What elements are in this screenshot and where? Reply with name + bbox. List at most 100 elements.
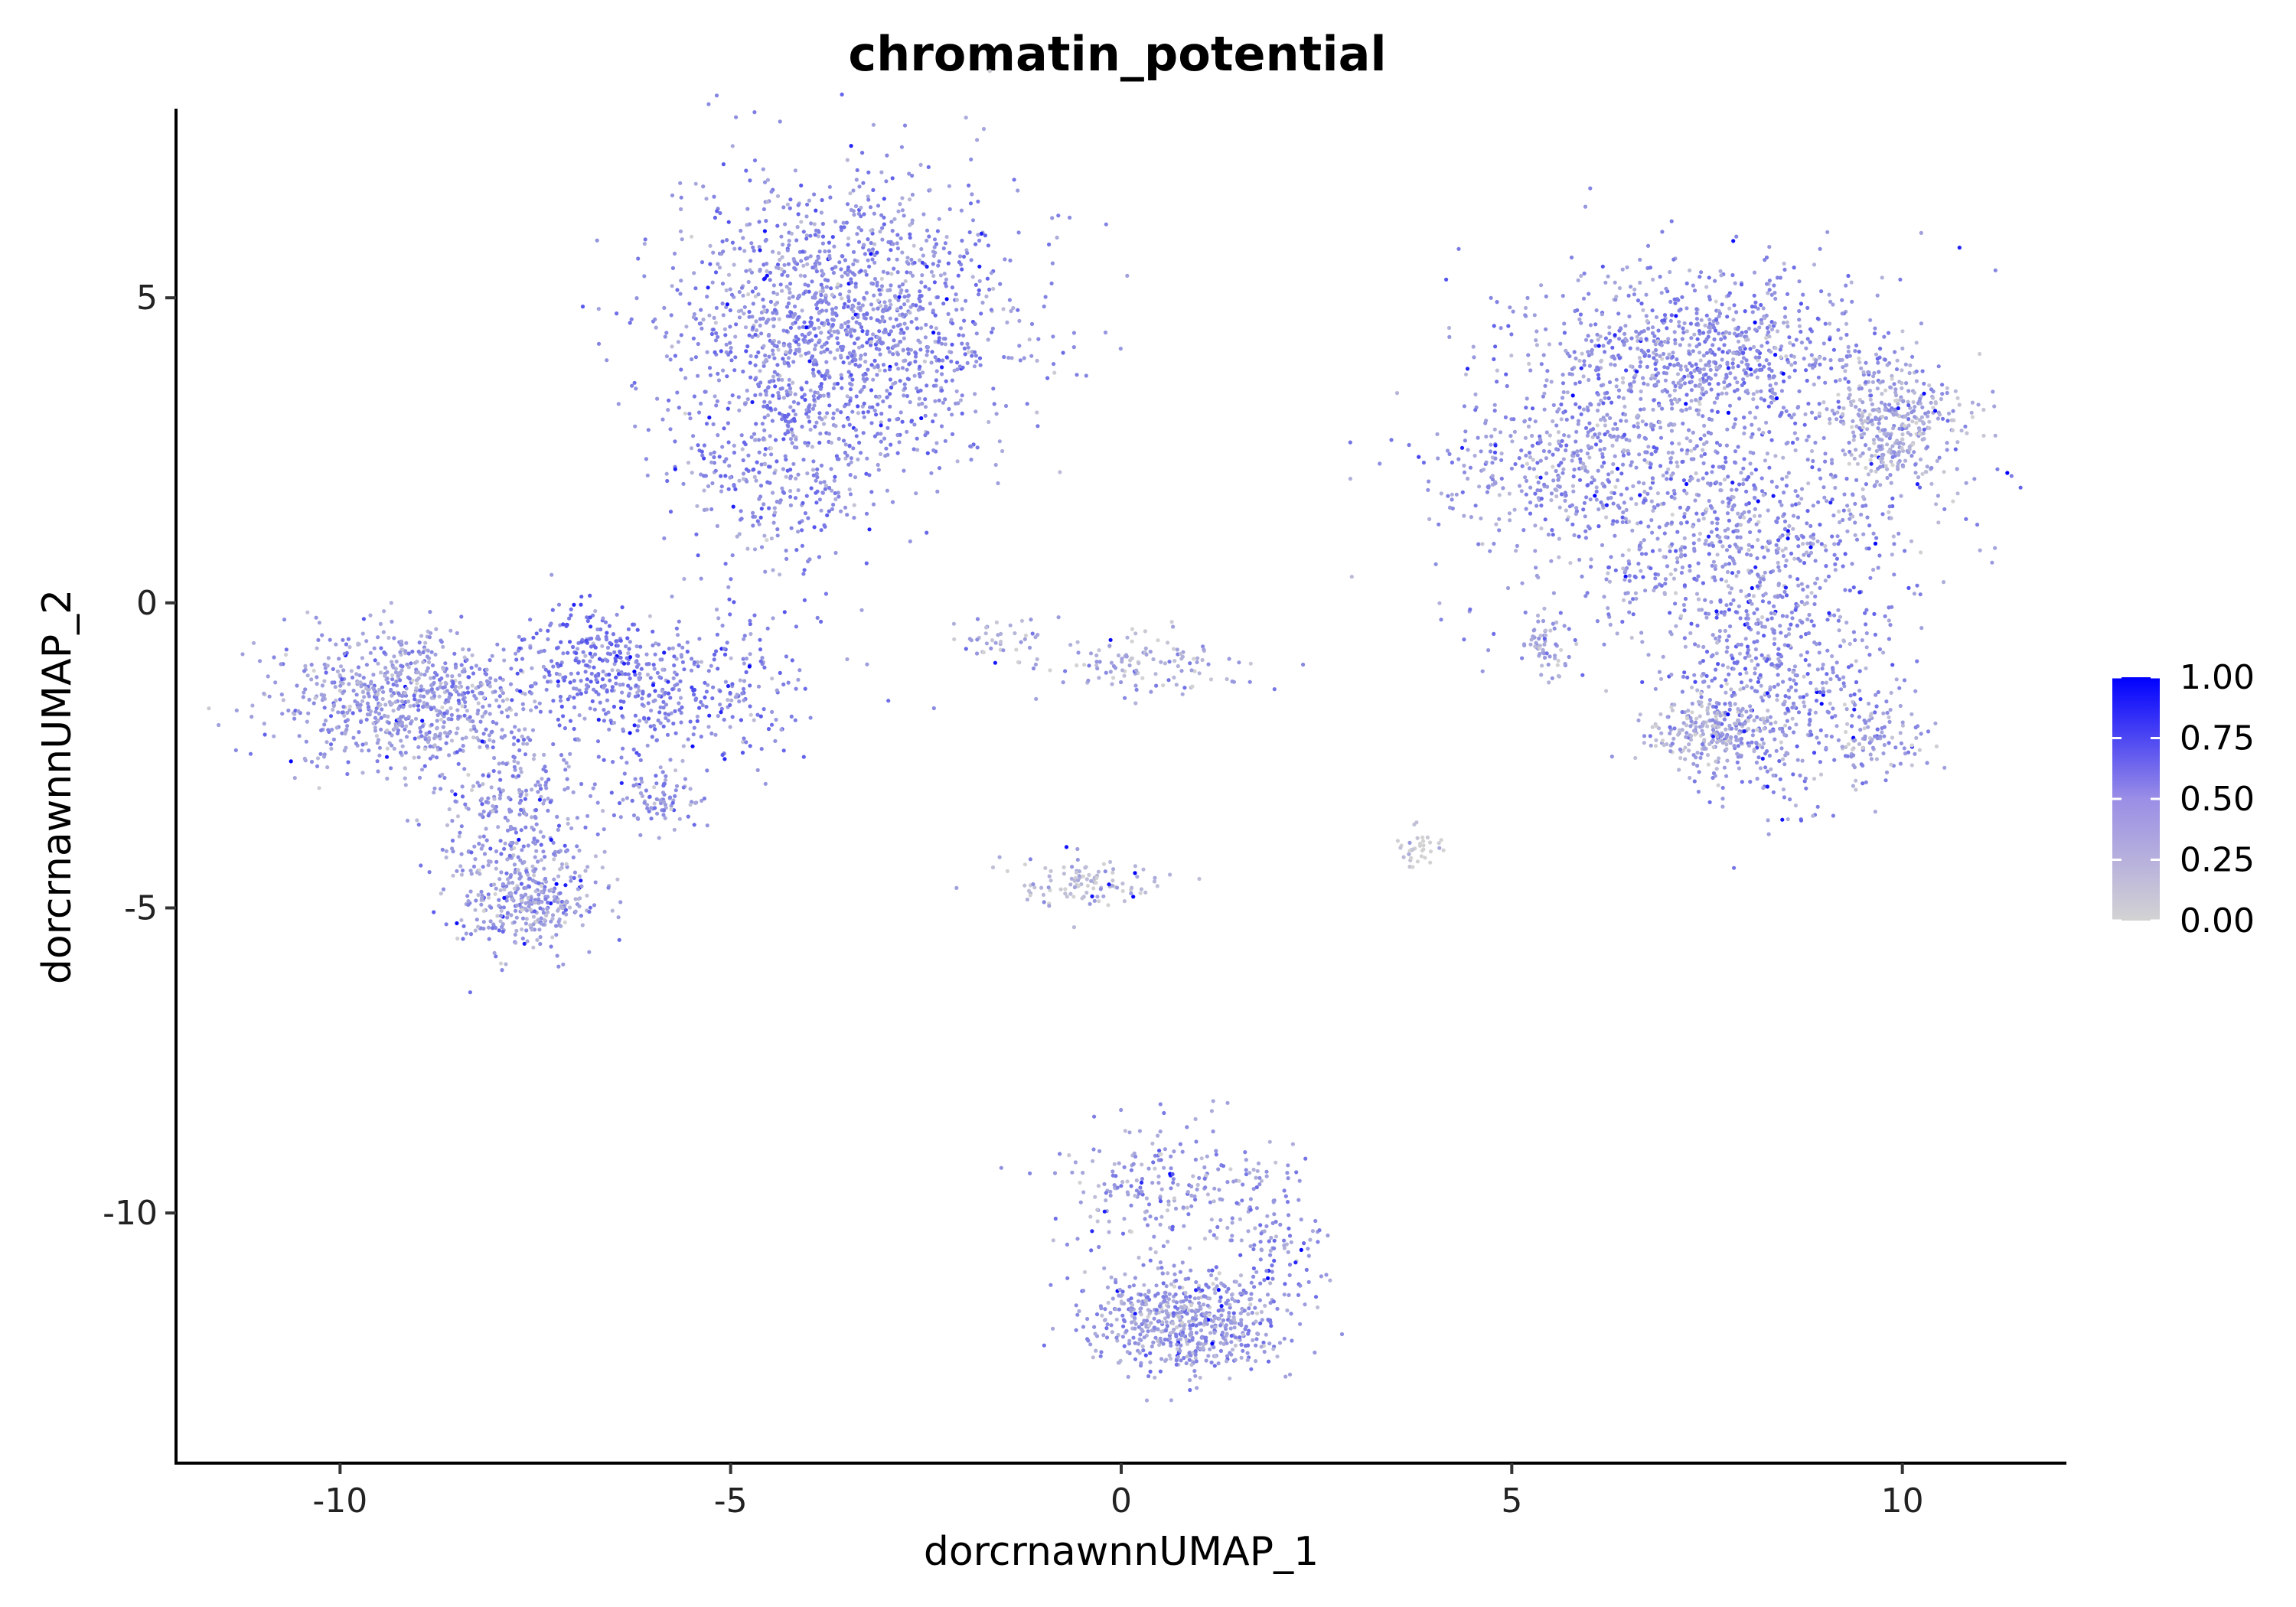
scatter-point: [544, 780, 549, 784]
scatter-point: [1797, 389, 1802, 393]
scatter-point: [453, 799, 458, 804]
scatter-point: [762, 308, 767, 313]
scatter-point: [690, 357, 694, 362]
scatter-point: [748, 354, 753, 358]
scatter-point: [974, 242, 978, 246]
scatter-point: [482, 852, 488, 856]
scatter-point: [679, 279, 683, 283]
scatter-point: [396, 731, 400, 736]
scatter-point: [729, 350, 733, 354]
scatter-point: [1641, 376, 1645, 380]
scatter-point: [504, 871, 509, 875]
scatter-point: [800, 332, 804, 337]
scatter-point: [1603, 423, 1607, 428]
scatter-point: [784, 350, 788, 354]
scatter-point: [905, 259, 909, 265]
scatter-point: [492, 755, 497, 761]
scatter-point: [516, 738, 520, 743]
scatter-point: [356, 665, 360, 670]
scatter-point: [969, 258, 974, 262]
scatter-point: [764, 321, 768, 325]
scatter-point: [706, 102, 711, 106]
scatter-point: [702, 443, 707, 448]
scatter-point: [546, 670, 551, 674]
scatter-point: [819, 508, 823, 513]
scatter-point: [564, 761, 569, 765]
scatter-point: [521, 707, 526, 712]
scatter-point: [782, 269, 787, 274]
scatter-point: [456, 698, 461, 703]
scatter-point: [414, 686, 419, 690]
scatter-point: [737, 699, 742, 704]
scatter-point: [966, 350, 971, 354]
scatter-point: [618, 638, 623, 643]
scatter-point: [1582, 359, 1587, 363]
scatter-point: [764, 219, 768, 223]
scatter-point: [550, 888, 554, 892]
scatter-point: [854, 320, 859, 324]
scatter-point: [821, 272, 826, 276]
scatter-point: [568, 680, 572, 685]
scatter-point: [852, 341, 857, 346]
scatter-point: [524, 869, 529, 873]
scatter-point: [1661, 351, 1666, 357]
scatter-point: [297, 734, 302, 738]
scatter-point: [1808, 327, 1813, 331]
scatter-point: [1818, 246, 1822, 251]
scatter-point: [716, 334, 720, 339]
scatter-point: [1646, 445, 1651, 449]
scatter-point: [534, 849, 539, 853]
scatter-point: [530, 864, 535, 869]
scatter-point: [322, 679, 327, 683]
scatter-point: [866, 194, 870, 199]
scatter-point: [701, 318, 706, 322]
scatter-point: [581, 659, 585, 663]
scatter-point: [541, 922, 546, 927]
scatter-point: [574, 650, 579, 656]
scatter-point: [1547, 342, 1551, 347]
scatter-point: [740, 751, 745, 755]
scatter-point: [702, 507, 706, 513]
scatter-point: [425, 654, 430, 659]
scatter-point: [347, 682, 351, 686]
scatter-point: [393, 670, 399, 675]
scatter-point: [691, 336, 696, 341]
scatter-point: [875, 373, 879, 377]
scatter-point: [360, 748, 364, 753]
scatter-point: [801, 458, 806, 462]
scatter-point: [596, 692, 601, 696]
scatter-point: [929, 324, 934, 329]
scatter-point: [801, 249, 805, 254]
scatter-point: [754, 422, 758, 426]
scatter-point: [383, 702, 388, 707]
scatter-point: [549, 837, 553, 843]
scatter-point: [830, 235, 835, 240]
scatter-point: [794, 340, 798, 344]
scatter-point: [439, 717, 444, 722]
scatter-point: [587, 909, 592, 914]
scatter-point: [1058, 470, 1062, 474]
scatter-point: [910, 174, 915, 178]
scatter-point: [838, 354, 843, 358]
scatter-point: [405, 662, 409, 667]
scatter-point: [869, 363, 874, 367]
scatter-point: [1698, 377, 1703, 382]
scatter-point: [692, 394, 697, 399]
scatter-point: [554, 882, 559, 886]
scatter-point: [673, 354, 678, 358]
scatter-point: [816, 256, 820, 260]
scatter-point: [561, 651, 566, 656]
scatter-point: [415, 660, 419, 664]
scatter-point: [1672, 297, 1677, 302]
scatter-point: [713, 270, 719, 275]
scatter-point: [720, 282, 726, 286]
scatter-point: [894, 317, 899, 321]
scatter-point: [920, 401, 925, 406]
scatter-point: [546, 900, 550, 905]
scatter-point: [514, 890, 518, 895]
scatter-point: [876, 298, 880, 303]
scatter-point: [631, 747, 636, 752]
scatter-point: [541, 849, 546, 854]
scatter-point: [1767, 279, 1772, 283]
scatter-point: [525, 939, 530, 944]
